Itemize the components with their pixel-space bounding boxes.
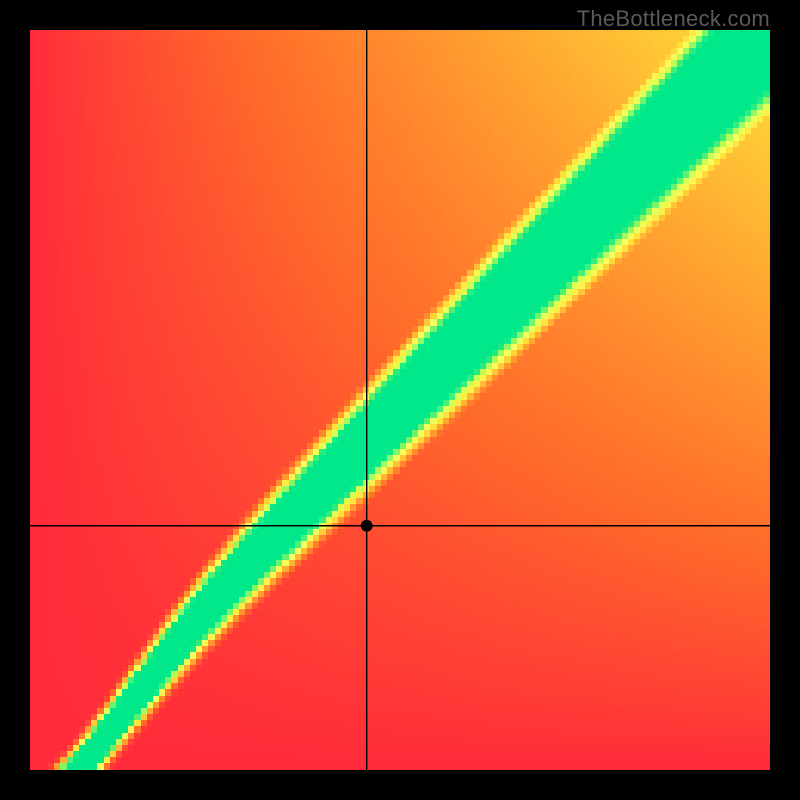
bottleneck-heatmap — [30, 30, 770, 770]
attribution-text: TheBottleneck.com — [577, 6, 770, 32]
heatmap-canvas — [30, 30, 770, 770]
